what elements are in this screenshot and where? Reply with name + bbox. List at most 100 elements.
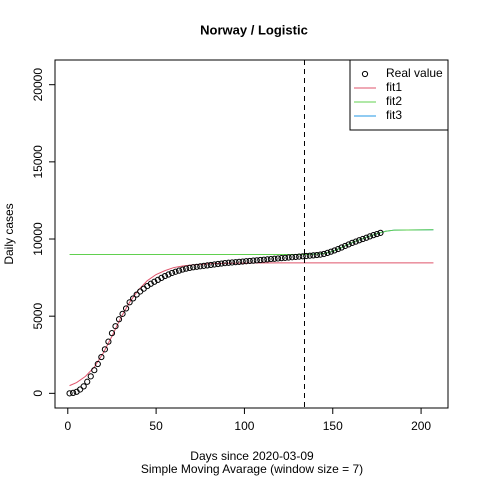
data-point	[207, 261, 214, 269]
subtitle: Simple Moving Avarage (window size = 7)	[141, 462, 363, 476]
data-point	[299, 253, 306, 260]
data-point	[356, 237, 363, 244]
data-point	[327, 248, 335, 255]
data-point	[232, 259, 239, 266]
data-point	[310, 252, 317, 259]
data-point	[278, 255, 285, 262]
data-point	[349, 239, 356, 246]
data-point	[257, 256, 264, 264]
data-point	[267, 255, 275, 263]
data-point	[87, 373, 94, 380]
fit-line	[69, 229, 434, 255]
data-point	[320, 250, 328, 258]
data-point	[225, 259, 232, 266]
data-point	[342, 242, 349, 250]
y-tick-label: 15000	[31, 145, 45, 179]
data-point	[140, 285, 147, 292]
data-point	[122, 305, 130, 312]
data-point	[250, 257, 257, 264]
legend-label: fit3	[386, 108, 402, 122]
data-point	[228, 259, 236, 266]
legend-label: fit1	[386, 80, 402, 94]
data-point	[137, 288, 144, 295]
data-point	[214, 260, 222, 268]
data-point	[281, 254, 289, 261]
data-point	[175, 267, 183, 274]
data-point	[253, 257, 260, 264]
y-tick-label: 20000	[31, 68, 45, 102]
data-point	[66, 390, 73, 397]
data-point	[112, 323, 119, 330]
x-tick-label: 0	[64, 419, 71, 433]
x-tick-label: 150	[323, 419, 343, 433]
data-point	[331, 247, 338, 254]
y-tick-label: 5000	[31, 303, 45, 330]
legend-label: Real value	[386, 66, 443, 80]
data-point	[260, 256, 267, 263]
data-point	[306, 252, 313, 259]
data-point	[98, 353, 105, 361]
data-point	[172, 268, 179, 275]
data-point	[91, 367, 98, 374]
data-point	[108, 330, 116, 337]
data-point	[165, 271, 172, 278]
data-point	[105, 338, 112, 345]
data-point	[352, 238, 359, 245]
data-point	[334, 245, 342, 253]
data-point	[345, 241, 352, 248]
plot-frame	[54, 59, 449, 409]
data-point	[236, 258, 243, 265]
y-tick-label: 10000	[31, 222, 45, 256]
data-point	[80, 383, 87, 390]
data-point	[190, 264, 197, 271]
legend-symbol	[361, 70, 369, 78]
data-point	[292, 253, 299, 261]
data-point	[77, 386, 84, 393]
data-point	[296, 253, 303, 260]
data-point	[289, 254, 296, 261]
data-point	[243, 258, 250, 265]
data-point	[239, 258, 246, 265]
data-point	[271, 255, 278, 262]
data-point	[69, 389, 77, 396]
y-axis-label: Daily cases	[2, 203, 16, 264]
data-point	[285, 254, 292, 261]
data-point	[211, 261, 218, 268]
data-point	[359, 235, 366, 243]
x-tick-label: 100	[234, 419, 254, 433]
data-point	[221, 259, 229, 267]
legend-label: fit2	[386, 94, 402, 108]
data-point	[94, 360, 101, 368]
data-point	[264, 256, 271, 263]
data-point	[246, 257, 253, 265]
data-point	[303, 252, 310, 260]
data-point	[324, 249, 331, 257]
data-point	[119, 310, 126, 317]
data-point	[158, 274, 165, 282]
data-point	[200, 262, 207, 269]
data-point	[101, 346, 108, 353]
fit-line	[69, 262, 434, 387]
data-point	[179, 266, 186, 273]
data-point	[133, 291, 140, 298]
data-point	[151, 278, 158, 285]
x-tick-label: 50	[149, 419, 163, 433]
data-point	[84, 378, 91, 385]
data-point	[363, 234, 370, 241]
data-point	[126, 299, 133, 306]
data-point	[373, 230, 381, 238]
data-point	[193, 263, 200, 270]
data-point	[338, 244, 345, 251]
x-axis-label: Days since 2020-03-09	[190, 449, 314, 463]
data-point	[168, 269, 176, 277]
data-point	[218, 260, 225, 267]
data-point	[115, 316, 123, 323]
chart-title: Norway / Logistic	[200, 22, 308, 37]
data-point	[377, 229, 384, 236]
x-tick-label: 200	[411, 419, 431, 433]
data-point	[186, 264, 193, 271]
data-point	[366, 233, 373, 240]
y-tick-label: 0	[31, 390, 45, 397]
data-point	[313, 251, 320, 259]
